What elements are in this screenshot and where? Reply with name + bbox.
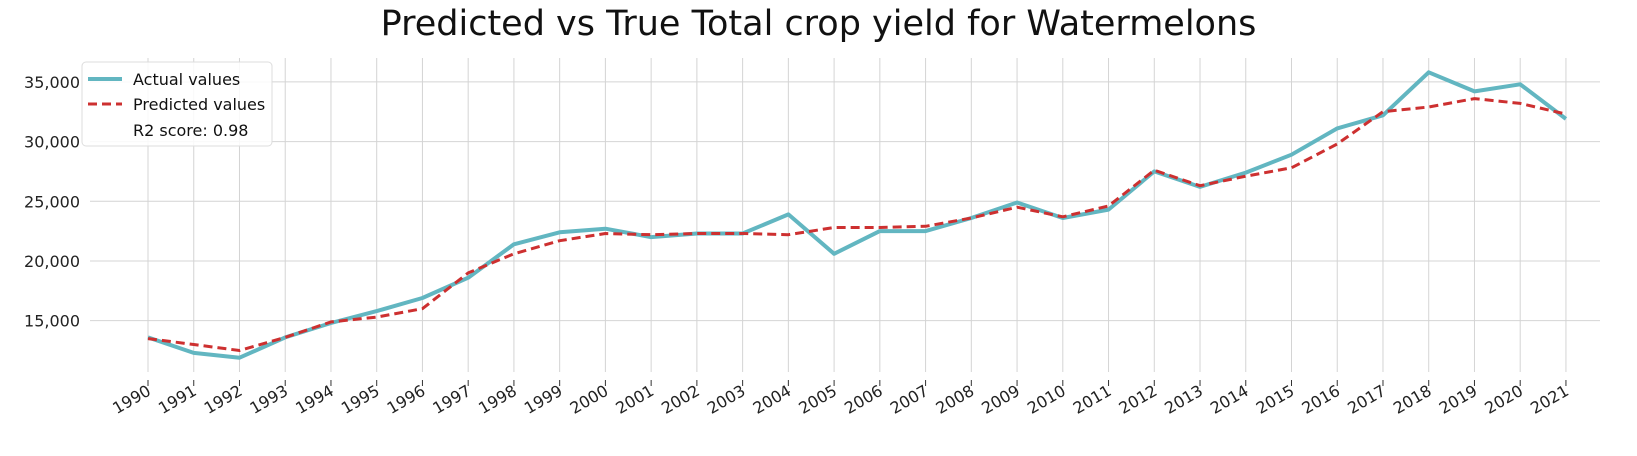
x-tick-label: 2008 <box>933 381 978 418</box>
x-tick-label: 2006 <box>841 381 886 418</box>
x-tick-label: 1991 <box>155 381 200 418</box>
y-tick-label: 15,000 <box>24 312 80 331</box>
x-tick-label: 2005 <box>795 381 840 418</box>
y-tick-label: 20,000 <box>24 252 80 271</box>
series-line-actual <box>147 70 1568 360</box>
x-tick-label: 2010 <box>1024 381 1069 418</box>
x-tick-label: 1997 <box>429 381 474 418</box>
x-tick-label: 1995 <box>338 381 383 418</box>
x-tick-label: 2016 <box>1298 381 1343 418</box>
x-tick-label: 2015 <box>1253 381 1298 418</box>
x-tick-label: 2013 <box>1161 381 1206 418</box>
series-line-predicted <box>147 97 1567 352</box>
x-tick-label: 2012 <box>1116 381 1161 418</box>
y-tick-label: 25,000 <box>24 192 80 211</box>
x-tick-label: 2000 <box>567 381 612 418</box>
x-tick-label: 2014 <box>1207 381 1252 418</box>
x-tick-label: 2009 <box>978 381 1023 418</box>
x-tick-label: 2004 <box>750 381 795 418</box>
x-tick-label: 2020 <box>1481 381 1526 418</box>
chart-title: Predicted vs True Total crop yield for W… <box>380 4 1257 44</box>
r2-score-annotation: R2 score: 0.98 <box>133 121 248 140</box>
x-tick-label: 1994 <box>292 381 337 418</box>
y-tick-label: 30,000 <box>24 133 80 152</box>
x-tick-label: 1990 <box>109 381 154 418</box>
x-tick-label: 2011 <box>1070 381 1115 418</box>
legend: Actual values Predicted values R2 score: 0… <box>81 61 273 147</box>
x-tick-label: 1992 <box>201 381 246 418</box>
legend-label: Predicted values <box>133 95 265 114</box>
x-tick-label: 2003 <box>704 381 749 418</box>
x-tick-label: 2007 <box>887 381 932 418</box>
x-tick-label: 1996 <box>384 381 429 418</box>
grid <box>90 58 1600 372</box>
legend-box <box>81 61 273 147</box>
x-tick-label: 1999 <box>521 381 566 418</box>
x-tick-label: 2021 <box>1527 381 1572 418</box>
legend-label: Actual values <box>133 70 240 89</box>
x-tick-label: 1993 <box>246 381 291 418</box>
y-tick-label: 35,000 <box>24 73 80 92</box>
x-tick-label: 1998 <box>475 381 520 418</box>
x-tick-label: 2002 <box>658 381 703 418</box>
x-tick-label: 2001 <box>612 381 657 418</box>
series-layer <box>147 70 1568 360</box>
x-tick-label: 2019 <box>1436 381 1481 418</box>
x-tick-label: 2018 <box>1390 381 1435 418</box>
x-tick-label: 2017 <box>1344 381 1389 418</box>
